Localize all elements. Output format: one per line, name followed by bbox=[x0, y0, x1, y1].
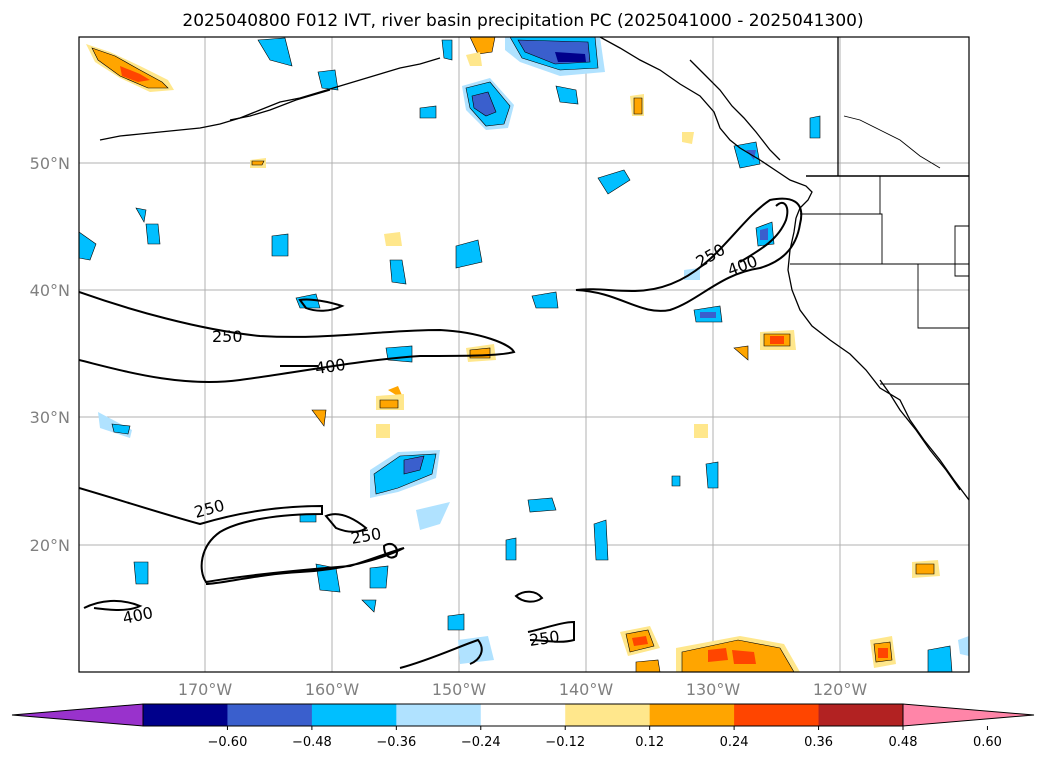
precip-shading bbox=[79, 37, 969, 672]
colorbar-outline bbox=[142, 703, 904, 727]
colorbar-segment bbox=[734, 704, 820, 726]
latitude-labels: 50°N 40°N 30°N 20°N bbox=[30, 154, 70, 555]
colorbar-segment bbox=[396, 704, 482, 726]
lon-label: 120°W bbox=[813, 680, 868, 699]
map-title: 2025040800 F012 IVT, river basin precipi… bbox=[182, 11, 863, 31]
colorbar-segment bbox=[143, 704, 228, 726]
lon-label: 150°W bbox=[432, 680, 487, 699]
colorbar-tick-label: −0.24 bbox=[461, 735, 501, 750]
colorbar-tick-label: 0.12 bbox=[635, 735, 664, 750]
colorbar-segment bbox=[480, 704, 566, 726]
colorbar-extend-low bbox=[11, 703, 144, 727]
colorbar-tick-label: 0.48 bbox=[889, 735, 918, 750]
lat-label: 50°N bbox=[30, 154, 70, 173]
lon-label: 140°W bbox=[559, 680, 614, 699]
colorbar-tick-label: 0.24 bbox=[720, 735, 749, 750]
colorbar-tick-label: −0.12 bbox=[545, 735, 585, 750]
colorbar-segment bbox=[818, 704, 904, 726]
lon-label: 170°W bbox=[178, 680, 233, 699]
lon-label: 130°W bbox=[686, 680, 741, 699]
colorbar-segment bbox=[649, 704, 735, 726]
colorbar-segment bbox=[565, 704, 651, 726]
contour-label: 250 bbox=[528, 627, 561, 650]
coastlines bbox=[99, 37, 969, 501]
colorbar-extend-high bbox=[902, 703, 1035, 727]
colorbar-segment bbox=[227, 704, 313, 726]
lat-label: 30°N bbox=[30, 408, 70, 427]
colorbar-tick-label: −0.60 bbox=[208, 735, 248, 750]
lat-label: 40°N bbox=[30, 281, 70, 300]
colorbar: −0.60 −0.48 −0.36 −0.24 −0.12 0.12 0.24 0.36 0.4… bbox=[11, 703, 1035, 750]
map-frame bbox=[78, 36, 970, 673]
colorbar-tick-label: −0.48 bbox=[292, 735, 332, 750]
lon-label: 160°W bbox=[305, 680, 360, 699]
colorbar-tick-label: 0.36 bbox=[804, 735, 833, 750]
colorbar-segment bbox=[311, 704, 397, 726]
colorbar-tick-label: 0.60 bbox=[973, 735, 1002, 750]
colorbar-tick-label: −0.36 bbox=[376, 735, 416, 750]
lat-label: 20°N bbox=[30, 536, 70, 555]
ivt-contours bbox=[79, 197, 803, 669]
contour-label: 250 bbox=[212, 327, 243, 346]
graticule bbox=[79, 37, 969, 672]
map-area: 250 400 250 400 250 250 400 250 bbox=[79, 37, 969, 672]
longitude-labels: 170°W 160°W 150°W 140°W 130°W 120°W bbox=[178, 680, 868, 699]
contour-label: 400 bbox=[314, 355, 347, 378]
